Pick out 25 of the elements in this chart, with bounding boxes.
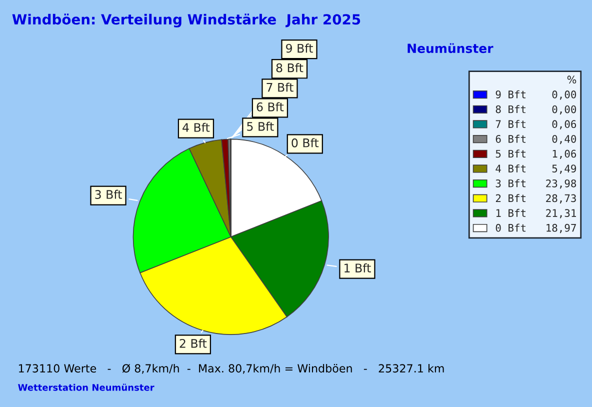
legend-title: %: [567, 76, 576, 84]
category-label: 5 Bft 1,06: [496, 150, 576, 159]
slice-label: 7 Bft: [266, 82, 294, 92]
category-label: 0 Bft 18,97: [496, 224, 576, 234]
slice-label: 6 Bft: [256, 102, 284, 112]
category-label: 7 Bft 0,06: [496, 120, 576, 130]
text: Wetterstation Neumünster: [18, 384, 154, 391]
category-label: 9 Bft: [286, 44, 313, 53]
slice-label: 2 Bft: [180, 338, 207, 348]
slice-label: 0 Bft: [292, 138, 319, 148]
category-label: 1 Bft 21,31: [496, 208, 576, 218]
chart-title: Windböen: Verteilung Windstärke Jahr 2025: [12, 14, 360, 28]
slice-label: 3 Bft: [95, 190, 122, 199]
category-label: 3 Bft 23,98: [496, 179, 576, 189]
text: 173110 Werte - Ø 8,7km/h - Max. 80,7km/h = Windböen - 25327.1 km: [18, 364, 444, 374]
category-label: 2 Bft 28,73: [496, 194, 576, 204]
legend-label: 8 Bft: [276, 63, 304, 72]
category-label: 4 Bft 5,49: [496, 164, 576, 174]
slice-label: 5 Bft: [247, 122, 274, 131]
category-label: 9 Bft 0,00: [496, 90, 576, 100]
slice-label: 1 Bft: [344, 263, 371, 272]
category-label: 8 Bft 0,00: [496, 105, 576, 115]
slice-label: 4 Bft: [182, 122, 210, 132]
category-label: 6 Bft 0,40: [496, 134, 576, 144]
text: Neumünster: [408, 43, 494, 54]
